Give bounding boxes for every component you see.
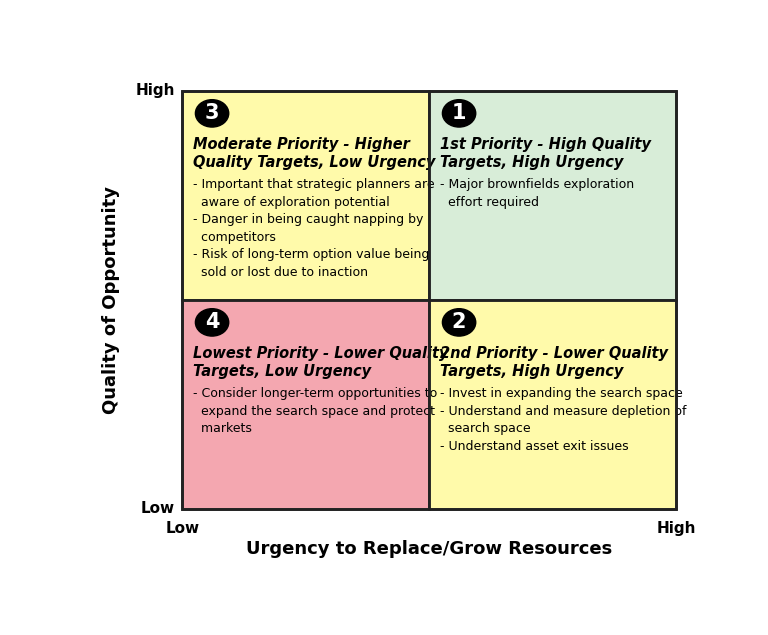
FancyBboxPatch shape [429,91,677,300]
Text: 1: 1 [452,104,466,123]
Text: Low: Low [165,521,200,536]
Circle shape [442,100,475,127]
Text: - Consider longer-term opportunities to
  expand the search space and protect
  : - Consider longer-term opportunities to … [193,387,437,436]
Text: High: High [136,83,175,98]
Text: - Invest in expanding the search space
- Understand and measure depletion of
  s: - Invest in expanding the search space -… [440,387,687,453]
Text: High: High [657,521,696,536]
Text: Quality of Opportunity: Quality of Opportunity [102,186,120,414]
Text: 3: 3 [205,104,220,123]
Text: - Important that strategic planners are
  aware of exploration potential
- Dange: - Important that strategic planners are … [193,178,435,279]
FancyBboxPatch shape [429,300,677,509]
Text: Lowest Priority - Lower Quality
Targets, Low Urgency: Lowest Priority - Lower Quality Targets,… [193,346,449,380]
Text: Urgency to Replace/Grow Resources: Urgency to Replace/Grow Resources [247,540,612,558]
FancyBboxPatch shape [182,300,429,509]
FancyBboxPatch shape [182,91,429,300]
Text: Moderate Priority - Higher
Quality Targets, Low Urgency: Moderate Priority - Higher Quality Targe… [193,137,435,170]
Text: 2: 2 [452,312,466,332]
Text: Low: Low [141,502,175,516]
Circle shape [195,100,229,127]
Text: 2nd Priority - Lower Quality
Targets, High Urgency: 2nd Priority - Lower Quality Targets, Hi… [440,346,668,380]
Text: 1st Priority - High Quality
Targets, High Urgency: 1st Priority - High Quality Targets, Hig… [440,137,651,170]
Circle shape [442,309,475,336]
Text: - Major brownfields exploration
  effort required: - Major brownfields exploration effort r… [440,178,634,209]
Circle shape [195,309,229,336]
Text: 4: 4 [205,312,220,332]
